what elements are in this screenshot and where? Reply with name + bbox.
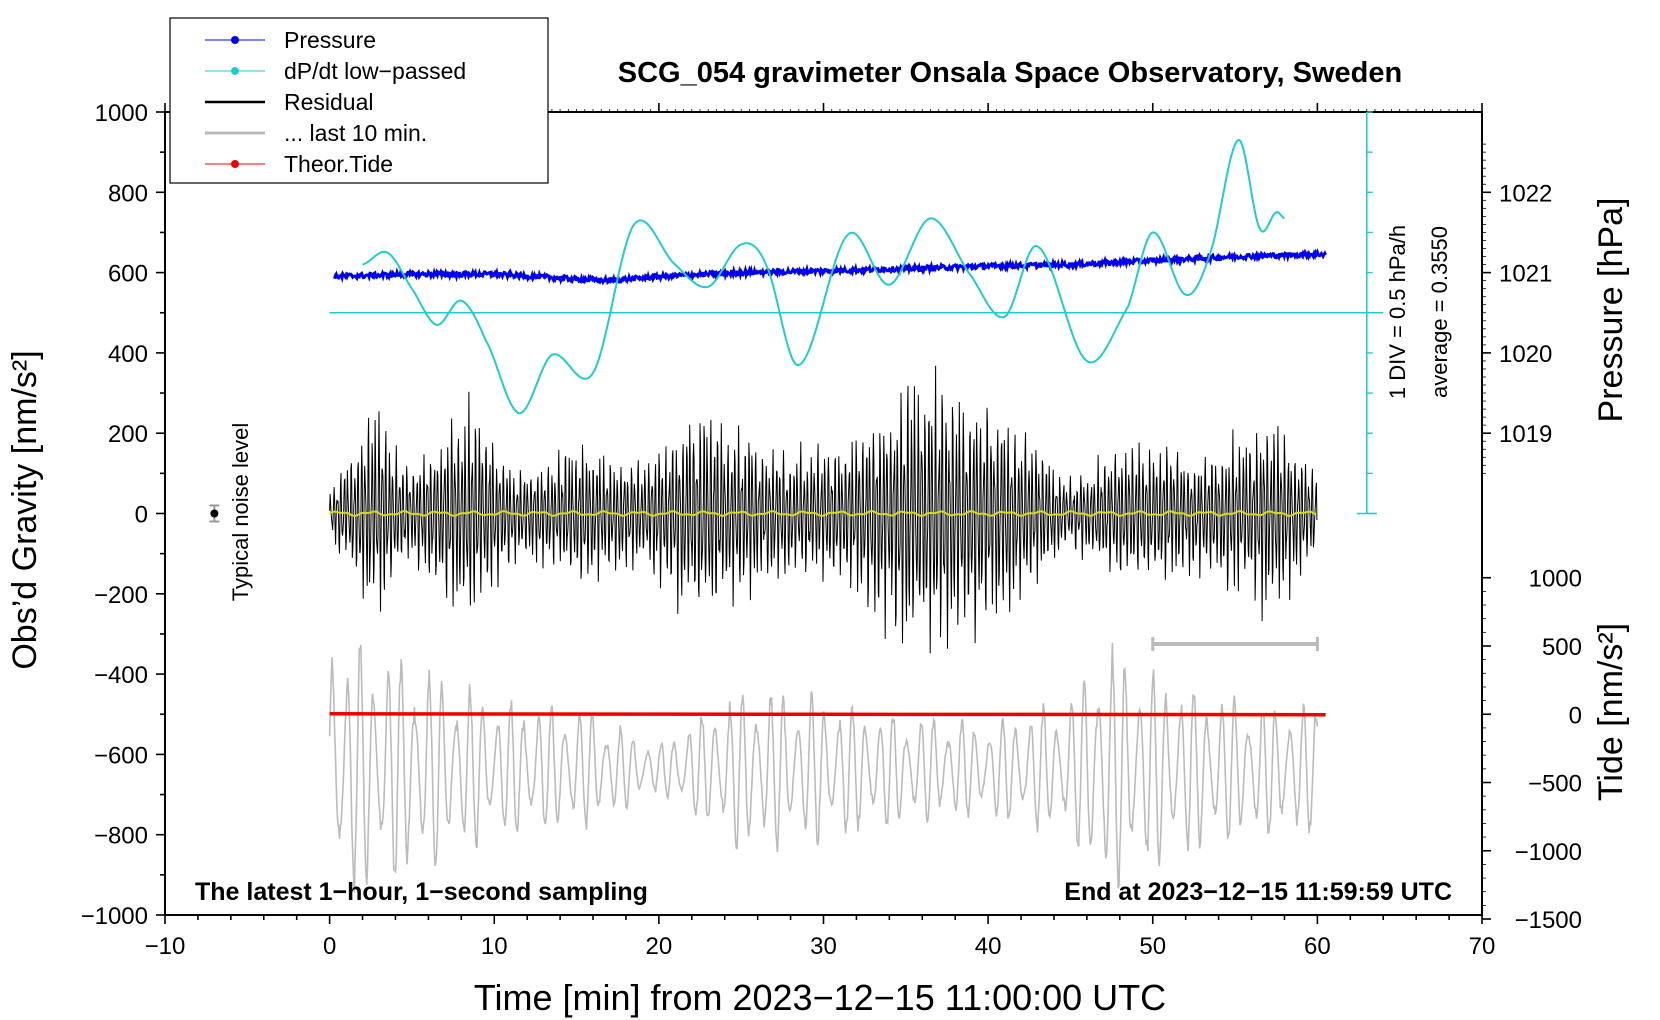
legend-marker-dpdt xyxy=(231,67,239,75)
y-axis-label-left: Obs’d Gravity [nm/s²] xyxy=(6,350,44,669)
pressure-point xyxy=(1150,258,1155,263)
pressure-point xyxy=(656,274,662,279)
bottom-left-note: The latest 1−hour, 1−second sampling xyxy=(195,878,648,906)
y-axis-label-tide: Tide [nm/s²] xyxy=(1592,623,1630,801)
legend-entry-tide: Theor.Tide xyxy=(205,151,393,177)
pressure-tick-label: 1020 xyxy=(1499,341,1552,368)
y-tick-label: 600 xyxy=(108,261,148,288)
y-tick-label: −200 xyxy=(94,582,148,609)
noise-dot xyxy=(210,509,219,518)
legend-marker-pressure xyxy=(231,36,239,44)
x-tick-label: 30 xyxy=(810,933,837,960)
x-tick-label: 60 xyxy=(1304,933,1331,960)
tide-tick-label: 0 xyxy=(1569,702,1582,729)
y-tick-label: 200 xyxy=(108,421,148,448)
dpdt-line xyxy=(362,138,1285,415)
legend: Pressure dP/dt low−passed Residual ... l… xyxy=(169,17,549,184)
x-tick-label: 0 xyxy=(323,933,336,960)
tide-tick-label: −1500 xyxy=(1515,907,1582,934)
x-tick-label: 50 xyxy=(1139,933,1166,960)
pressure-point xyxy=(409,272,415,277)
average-label: average = 0.3550 xyxy=(1427,226,1452,398)
y-tick-label: −1000 xyxy=(81,903,148,930)
pressure-point xyxy=(903,266,909,271)
y-tick-label: 800 xyxy=(108,180,148,207)
noise-level-label: Typical noise level xyxy=(228,423,253,602)
tide-tick-label: 1000 xyxy=(1529,566,1582,593)
residual-lowpass-line xyxy=(329,510,1317,517)
y-tick-label: 0 xyxy=(135,502,148,529)
x-tick-label: 70 xyxy=(1469,933,1496,960)
pressure-point xyxy=(1315,251,1320,257)
data-layer xyxy=(209,111,1384,893)
pressure-point xyxy=(738,270,744,275)
y-tick-label: 400 xyxy=(108,341,148,368)
legend-entry-pressure: Pressure xyxy=(205,27,376,53)
legend-entry-dpdt: dP/dt low−passed xyxy=(205,58,466,84)
legend-marker-tide xyxy=(231,160,239,168)
last-10-min-line xyxy=(328,642,1319,893)
x-axis-label: Time [min] from 2023−12−15 11:00:00 UTC xyxy=(474,977,1166,1018)
bottom-right-note: End at 2023−12−15 11:59:59 UTC xyxy=(1064,878,1452,906)
tide-tick-label: −1000 xyxy=(1515,839,1582,866)
pressure-point xyxy=(821,268,826,274)
pressure-point xyxy=(574,276,579,282)
pressure-point xyxy=(492,272,497,277)
x-tick-label: 40 xyxy=(975,933,1002,960)
pressure-tick-label: 1022 xyxy=(1499,180,1552,207)
y-tick-label: −600 xyxy=(94,742,148,769)
pressure-point xyxy=(1068,262,1073,267)
tide-tick-label: 500 xyxy=(1542,634,1582,661)
pressure-series xyxy=(333,248,1327,286)
pressure-tick-label: 1019 xyxy=(1499,421,1552,448)
scale-label: 1 DIV = 0.5 hPa/h xyxy=(1385,225,1410,399)
legend-label-pressure: Pressure xyxy=(284,27,376,53)
legend-entry-last10: ... last 10 min. xyxy=(205,120,427,146)
y-tick-label: −400 xyxy=(94,662,148,689)
tide-tick-label: −500 xyxy=(1528,771,1582,798)
pressure-point xyxy=(607,278,612,283)
legend-label-residual: Residual xyxy=(284,89,374,115)
legend-label-last10: ... last 10 min. xyxy=(284,120,427,146)
y-axis-label-pressure: Pressure [hPa] xyxy=(1592,198,1630,423)
legend-label-tide: Theor.Tide xyxy=(284,151,393,177)
x-tick-label: 10 xyxy=(481,933,508,960)
y-tick-label: −800 xyxy=(94,823,148,850)
pressure-line xyxy=(333,248,1327,286)
pressure-point xyxy=(335,274,341,279)
chart-title: SCG_054 gravimeter Onsala Space Observat… xyxy=(618,57,1402,89)
pressure-tick-label: 1021 xyxy=(1499,261,1552,288)
residual-line xyxy=(329,365,1318,654)
legend-entry-residual: Residual xyxy=(205,89,374,115)
pressure-point xyxy=(1232,254,1238,259)
legend-label-dpdt: dP/dt low−passed xyxy=(284,58,466,84)
theor-tide-line xyxy=(329,712,1326,717)
legend-box xyxy=(169,17,549,184)
y-tick-label: 1000 xyxy=(95,100,148,127)
pressure-point xyxy=(985,263,991,269)
axes-layer: −10 0 10 20 30 40 50 60 7010008006004002000−200−… xyxy=(81,100,1582,960)
x-tick-label: −10 xyxy=(145,933,186,960)
x-tick-label: 20 xyxy=(646,933,673,960)
